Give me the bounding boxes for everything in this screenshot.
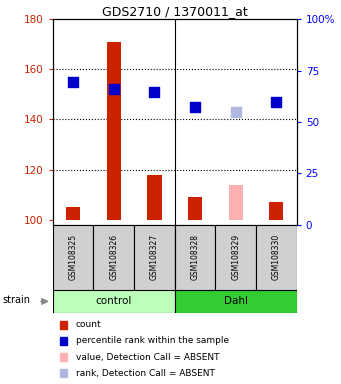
Text: GSM108327: GSM108327 [150, 234, 159, 280]
Text: GSM108325: GSM108325 [69, 234, 78, 280]
Text: GSM108330: GSM108330 [272, 234, 281, 280]
Bar [66, 207, 80, 220]
Bar [93, 225, 134, 290]
Bar [175, 290, 297, 313]
Text: GSM108328: GSM108328 [191, 234, 199, 280]
Bar [147, 175, 162, 220]
Bar [134, 225, 175, 290]
Text: rank, Detection Call = ABSENT: rank, Detection Call = ABSENT [76, 369, 214, 378]
Text: count: count [76, 320, 101, 329]
Bar [53, 290, 175, 313]
Text: control: control [95, 296, 132, 306]
Point [71, 79, 76, 85]
Bar [175, 225, 216, 290]
Bar [53, 225, 93, 290]
Text: Dahl: Dahl [224, 296, 248, 306]
Bar [269, 202, 283, 220]
Text: strain: strain [3, 295, 31, 305]
Bar [256, 225, 297, 290]
Text: value, Detection Call = ABSENT: value, Detection Call = ABSENT [76, 353, 219, 362]
Bar [107, 42, 121, 220]
Point [152, 89, 157, 95]
Point [273, 99, 279, 105]
Title: GDS2710 / 1370011_at: GDS2710 / 1370011_at [102, 5, 248, 18]
Point [233, 109, 238, 115]
Bar [188, 197, 202, 220]
Point [192, 104, 198, 110]
Text: percentile rank within the sample: percentile rank within the sample [76, 336, 229, 346]
Point [111, 86, 117, 93]
Bar [228, 185, 243, 220]
Text: GSM108329: GSM108329 [231, 234, 240, 280]
Text: GSM108326: GSM108326 [109, 234, 118, 280]
Bar [216, 225, 256, 290]
